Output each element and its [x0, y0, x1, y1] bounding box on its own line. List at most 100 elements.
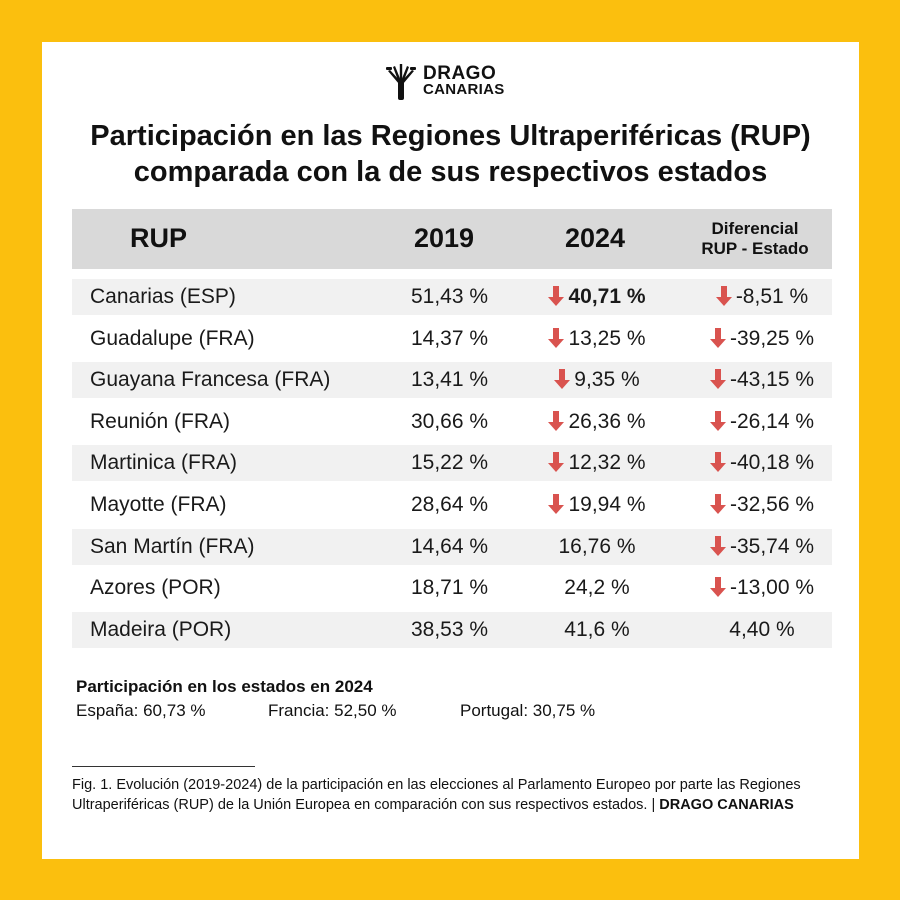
row-value-2019: 15,22 % [410, 451, 489, 475]
table-row: Reunión (FRA) 30,66 % 26,36 % -26,14 % [72, 403, 832, 440]
row-value-2019: 14,37 % [410, 326, 489, 350]
row-region-name: Madeira (POR) [90, 617, 232, 641]
row-region-name: Azores (POR) [90, 576, 221, 600]
divider [72, 766, 255, 767]
table-row: Mayotte (FRA) 28,64 % 19,94 % -32,56 % [72, 486, 832, 523]
states-values: España: 60,73 % Francia: 52,50 % Portuga… [76, 700, 836, 722]
table-row: Martinica (FRA) 15,22 % 12,32 % -40,18 % [72, 445, 832, 482]
row-value-2024: 12,32 % [568, 451, 646, 475]
caption-brand: DRAGO CANARIAS [659, 797, 794, 813]
drago-canarias-logo: DRAGO CANARIAS [385, 64, 525, 100]
portugal-value: Portugal: 30,75 % [460, 701, 596, 720]
row-value-2024: 40,71 % [568, 285, 646, 308]
spain-value: España: 60,73 % [76, 701, 206, 720]
down-arrow-icon [715, 286, 732, 306]
row-value-diff: -13,00 % [729, 576, 815, 600]
row-cell-diff: -32,56 % [692, 492, 832, 518]
row-cell-diff: -13,00 % [692, 575, 832, 601]
table-header: RUP 2019 2024 Diferencial RUP - Estado [72, 209, 832, 269]
down-arrow-icon [709, 493, 726, 514]
row-region-name: Mayotte (FRA) [90, 492, 227, 516]
row-value-2019: 51,43 % [410, 285, 489, 308]
row-region-name: Guayana Francesa (FRA) [90, 368, 331, 392]
participation-table: RUP 2019 2024 Diferencial RUP - Estado C… [72, 209, 832, 653]
table-row: Azores (POR) 18,71 % 24,2 % -13,00 % [72, 570, 832, 607]
row-cell-diff: -35,74 % [692, 534, 832, 560]
row-cell-2024: 19,94 % [532, 492, 662, 518]
row-value-diff: -26,14 % [729, 409, 815, 433]
brand-line1: DRAGO [423, 63, 497, 84]
row-value-2024: 9,35 % [574, 368, 640, 392]
states-note-title: Participación en los estados en 2024 [76, 677, 373, 696]
title-line2: comparada con la de sus respectivos esta… [133, 156, 768, 188]
header-diff-line2: RUP - Estado [701, 239, 809, 258]
dragon-tree-icon [386, 64, 416, 100]
row-value-diff: 4,40 % [729, 617, 795, 641]
table-row: Canarias (ESP) 51,43 % 40,71 % -8,51 % [72, 279, 832, 315]
row-value-2024: 19,94 % [568, 492, 646, 516]
row-cell-2024: 13,25 % [532, 326, 662, 352]
table-body: Canarias (ESP) 51,43 % 40,71 % -8,51 % Guada… [72, 279, 832, 648]
row-value-diff: -32,56 % [729, 492, 815, 516]
header-rup: RUP [130, 223, 188, 253]
row-region-name: San Martín (FRA) [90, 534, 255, 558]
down-arrow-icon [548, 493, 565, 514]
down-arrow-icon [709, 410, 726, 431]
down-arrow-icon [709, 327, 726, 348]
row-value-2024: 16,76 % [558, 534, 636, 558]
row-value-2024: 41,6 % [564, 617, 630, 641]
row-value-2019: 14,64 % [410, 534, 489, 558]
row-cell-2024: 9,35 % [532, 367, 662, 393]
page-title: Participación en las Regiones Ultraperif… [42, 118, 859, 190]
down-arrow-icon [709, 452, 726, 473]
france-value: Francia: 52,50 % [268, 701, 397, 720]
figure-caption: Fig. 1. Evolución (2019-2024) de la part… [72, 775, 832, 815]
down-arrow-icon [709, 535, 726, 556]
row-value-2024: 13,25 % [568, 326, 646, 350]
row-cell-diff: 4,40 % [692, 617, 832, 643]
caption-text: Fig. 1. Evolución (2019-2024) de la part… [72, 777, 801, 813]
down-arrow-icon [548, 410, 565, 431]
row-cell-diff: -39,25 % [692, 326, 832, 352]
states-participation-note: Participación en los estados en 2024 Esp… [76, 676, 836, 722]
row-value-diff: -39,25 % [729, 326, 815, 350]
header-2019: 2019 [414, 223, 475, 253]
row-value-diff: -8,51 % [735, 285, 809, 308]
down-arrow-icon [709, 577, 726, 598]
row-cell-2024: 24,2 % [532, 575, 662, 601]
row-cell-2024: 26,36 % [532, 409, 662, 435]
down-arrow-icon [554, 369, 571, 390]
header-diferencial: Diferencial RUP - Estado [680, 219, 830, 259]
row-cell-2024: 12,32 % [532, 450, 662, 476]
row-cell-diff: -40,18 % [692, 450, 832, 476]
row-value-diff: -40,18 % [729, 451, 815, 475]
row-value-2024: 24,2 % [564, 576, 630, 600]
row-region-name: Reunión (FRA) [90, 409, 231, 433]
row-value-2019: 13,41 % [410, 368, 489, 392]
row-value-2019: 38,53 % [410, 617, 489, 641]
row-cell-2024: 41,6 % [532, 617, 662, 643]
row-value-2024: 26,36 % [568, 409, 646, 433]
down-arrow-icon [709, 369, 726, 390]
brand-line2: CANARIAS [423, 81, 505, 98]
down-arrow-icon [548, 452, 565, 473]
row-cell-diff: -8,51 % [692, 284, 832, 310]
row-value-diff: -43,15 % [729, 368, 815, 392]
row-value-2019: 28,64 % [410, 492, 489, 516]
infographic-card: DRAGO CANARIAS Participación en las Regi… [42, 42, 859, 859]
row-cell-diff: -26,14 % [692, 409, 832, 435]
row-cell-2024: 16,76 % [532, 534, 662, 560]
header-2024: 2024 [565, 223, 626, 253]
down-arrow-icon [548, 286, 565, 306]
row-value-2019: 18,71 % [410, 576, 489, 600]
row-cell-diff: -43,15 % [692, 367, 832, 393]
title-line1: Participación en las Regiones Ultraperif… [90, 120, 811, 152]
header-diff-line1: Diferencial [711, 219, 799, 238]
table-row: Guayana Francesa (FRA) 13,41 % 9,35 % -43,1… [72, 362, 832, 399]
row-value-2019: 30,66 % [410, 409, 489, 433]
row-value-diff: -35,74 % [729, 534, 815, 558]
down-arrow-icon [548, 327, 565, 348]
row-region-name: Guadalupe (FRA) [90, 326, 255, 350]
row-cell-2024: 40,71 % [532, 284, 662, 310]
table-row: Madeira (POR) 38,53 % 41,6 % 4,40 % [72, 611, 832, 648]
